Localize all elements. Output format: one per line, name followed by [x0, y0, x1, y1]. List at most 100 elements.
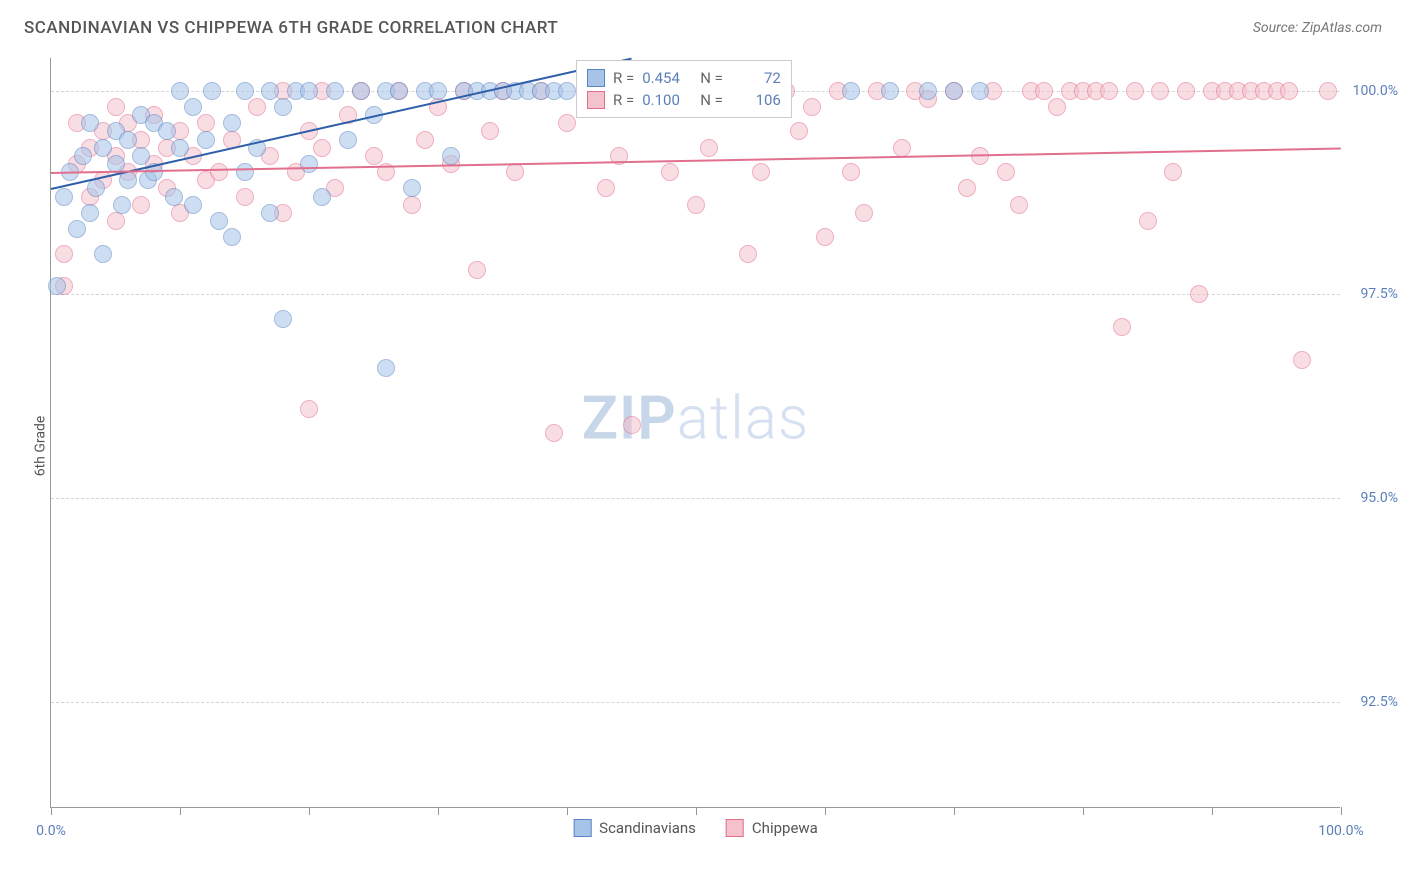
data-point — [197, 114, 215, 132]
x-tick — [309, 807, 310, 815]
n-label: N = — [700, 91, 723, 109]
legend-row: R =0.454N =72 — [587, 67, 781, 89]
data-point — [842, 82, 860, 100]
data-point — [113, 196, 131, 214]
data-point — [752, 163, 770, 181]
x-tick — [1341, 807, 1342, 815]
data-point — [468, 261, 486, 279]
data-point — [274, 98, 292, 116]
chart-title: SCANDINAVIAN VS CHIPPEWA 6TH GRADE CORRE… — [24, 18, 558, 38]
data-point — [1048, 98, 1066, 116]
data-point — [313, 139, 331, 157]
data-point — [442, 147, 460, 165]
legend-swatch — [726, 819, 744, 837]
x-tick — [825, 807, 826, 815]
data-point — [81, 114, 99, 132]
x-tick — [696, 807, 697, 815]
chart-area: ZIPatlas 92.5%95.0%97.5%100.0%0.0%100.0%… — [50, 58, 1340, 808]
trend-line — [51, 148, 1341, 174]
x-tick — [180, 807, 181, 815]
x-tick — [51, 807, 52, 815]
data-point — [236, 82, 254, 100]
data-point — [1164, 163, 1182, 181]
y-tick-label: 100.0% — [1353, 83, 1398, 99]
data-point — [223, 114, 241, 132]
data-point — [1010, 196, 1028, 214]
r-value: 0.100 — [642, 91, 692, 109]
data-point — [55, 188, 73, 206]
data-point — [171, 139, 189, 157]
data-point — [1319, 82, 1337, 100]
data-point — [739, 245, 757, 263]
data-point — [248, 98, 266, 116]
data-point — [261, 82, 279, 100]
data-point — [87, 179, 105, 197]
gridline — [51, 498, 1340, 499]
data-point — [300, 155, 318, 173]
x-tick-label: 100.0% — [1318, 823, 1363, 839]
data-point — [842, 163, 860, 181]
data-point — [1151, 82, 1169, 100]
data-point — [223, 228, 241, 246]
data-point — [132, 147, 150, 165]
data-point — [210, 163, 228, 181]
y-tick-label: 97.5% — [1360, 286, 1398, 302]
data-point — [997, 163, 1015, 181]
data-point — [1177, 82, 1195, 100]
data-point — [1280, 82, 1298, 100]
r-value: 0.454 — [642, 69, 692, 87]
data-point — [261, 204, 279, 222]
data-point — [881, 82, 899, 100]
data-point — [790, 122, 808, 140]
data-point — [132, 196, 150, 214]
x-tick — [1212, 807, 1213, 815]
data-point — [158, 122, 176, 140]
data-point — [68, 220, 86, 238]
data-point — [313, 188, 331, 206]
data-point — [661, 163, 679, 181]
data-point — [119, 131, 137, 149]
x-tick-label: 0.0% — [36, 823, 66, 839]
data-point — [597, 179, 615, 197]
legend-item: Scandinavians — [573, 819, 696, 837]
data-point — [339, 131, 357, 149]
data-point — [300, 82, 318, 100]
r-label: R = — [613, 91, 634, 109]
data-point — [300, 400, 318, 418]
data-point — [1139, 212, 1157, 230]
data-point — [171, 82, 189, 100]
data-point — [236, 188, 254, 206]
gridline — [51, 702, 1340, 703]
data-point — [94, 139, 112, 157]
n-value: 106 — [731, 91, 781, 109]
data-point — [945, 82, 963, 100]
n-value: 72 — [731, 69, 781, 87]
data-point — [429, 82, 447, 100]
data-point — [1035, 82, 1053, 100]
data-point — [700, 139, 718, 157]
data-point — [203, 82, 221, 100]
data-point — [623, 416, 641, 434]
data-point — [545, 424, 563, 442]
data-point — [816, 228, 834, 246]
data-point — [107, 212, 125, 230]
data-point — [165, 188, 183, 206]
x-tick — [438, 807, 439, 815]
data-point — [1126, 82, 1144, 100]
y-tick-label: 92.5% — [1360, 694, 1398, 710]
watermark-light: atlas — [677, 382, 810, 453]
data-point — [803, 98, 821, 116]
legend-swatch — [573, 819, 591, 837]
data-point — [55, 245, 73, 263]
data-point — [558, 82, 576, 100]
n-label: N = — [700, 69, 723, 87]
data-point — [919, 82, 937, 100]
data-point — [506, 163, 524, 181]
x-tick — [1083, 807, 1084, 815]
data-point — [94, 245, 112, 263]
data-point — [687, 196, 705, 214]
legend-item: Chippewa — [726, 819, 818, 837]
legend-swatch — [587, 91, 605, 109]
header: SCANDINAVIAN VS CHIPPEWA 6TH GRADE CORRE… — [24, 18, 1382, 38]
y-tick-label: 95.0% — [1360, 490, 1398, 506]
